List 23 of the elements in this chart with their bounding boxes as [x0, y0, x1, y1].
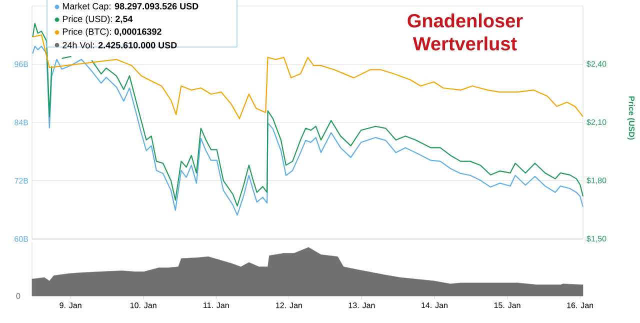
x-tick-label: 15. Jan	[494, 302, 520, 308]
legend-label: Price (USD): 2,54	[62, 15, 133, 24]
y2-tick-label: $1,50	[586, 236, 606, 242]
y-tick-label: 60B	[14, 236, 28, 242]
y-tick-label: 84B	[14, 120, 28, 126]
x-tick-label: 13. Jan	[348, 302, 375, 308]
y-tick-label: 96B	[14, 61, 28, 68]
y-tick-label: 72B	[14, 178, 28, 184]
y2-tick-label: $2,10	[586, 119, 606, 126]
y2-tick-label: $1,80	[586, 177, 606, 184]
x-tick-label: 16. Jan	[567, 302, 594, 308]
text: 0	[16, 293, 20, 299]
y2-tick-label: $2,40	[586, 60, 606, 68]
x-tick-label: 9. Jan	[60, 302, 82, 308]
x-tick-label: 14. Jan	[422, 302, 448, 308]
x-tick-label: 10. Jan	[130, 302, 156, 308]
legend-label: Price (BTC): 0,00016392	[62, 28, 162, 37]
x-tick-label: 11. Jan	[204, 302, 229, 308]
legend-label: 24h Vol: 2.425.610.000 USD	[62, 42, 177, 48]
legend-label: Market Cap: 98.297.093.526 USD	[62, 2, 198, 12]
text: Gnadenloser Wertverlust	[408, 14, 523, 50]
x-tick-label: 12. Jan	[276, 302, 302, 308]
y2-axis-title: Price (USD)	[627, 96, 635, 140]
